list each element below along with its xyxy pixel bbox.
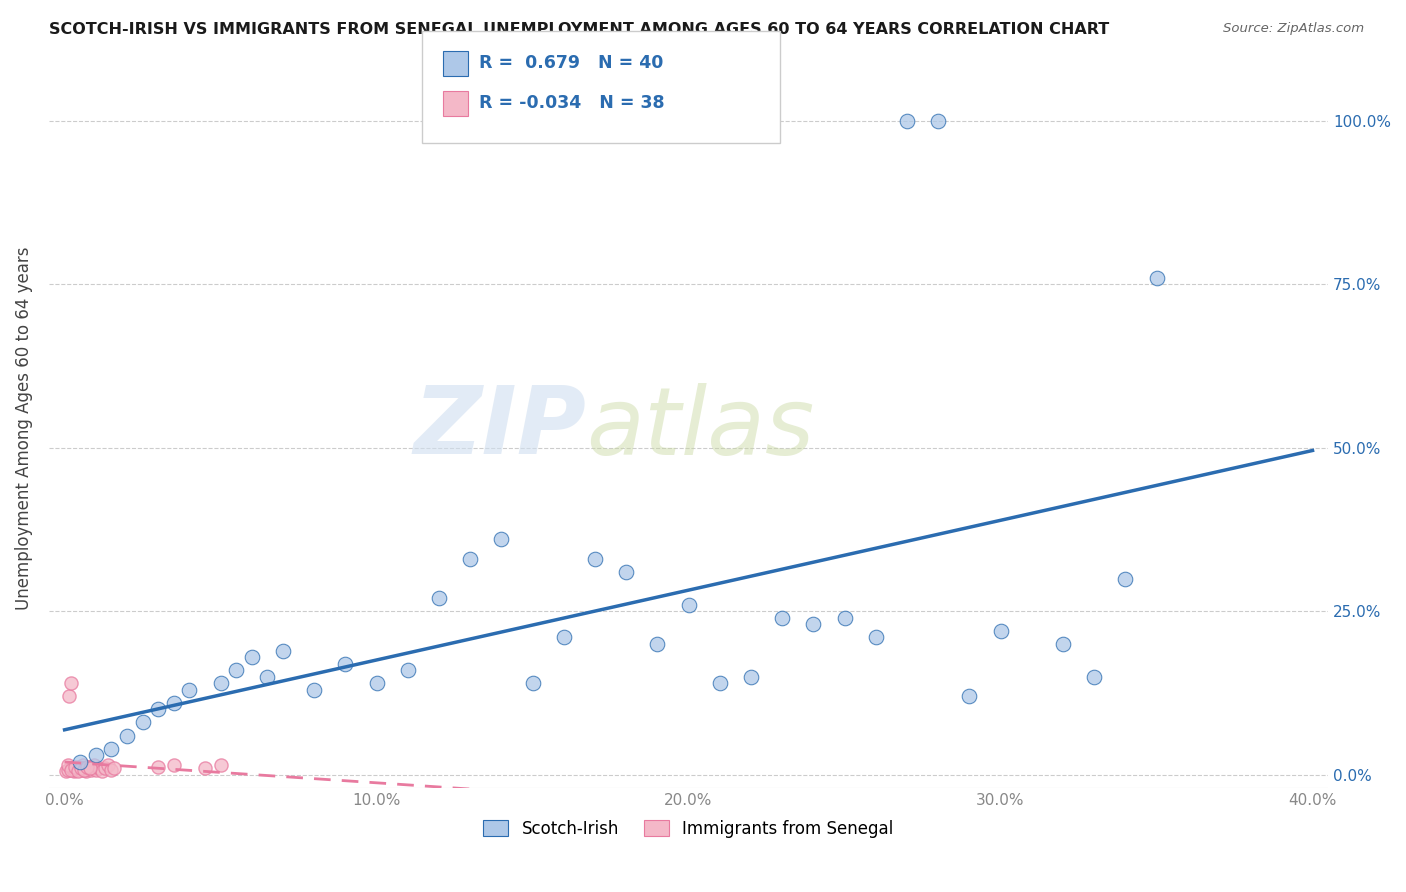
Point <box>70 761 93 775</box>
Point <box>56 763 79 777</box>
Point <box>100 741 122 756</box>
Text: R = -0.034   N = 38: R = -0.034 N = 38 <box>479 95 665 112</box>
Text: SCOTCH-IRISH VS IMMIGRANTS FROM SENEGAL UNEMPLOYMENT AMONG AGES 60 TO 64 YEARS C: SCOTCH-IRISH VS IMMIGRANTS FROM SENEGAL … <box>49 22 1109 37</box>
Point <box>458 552 481 566</box>
Point <box>103 761 125 775</box>
Point <box>834 611 856 625</box>
Y-axis label: Unemployment Among Ages 60 to 64 years: Unemployment Among Ages 60 to 64 years <box>15 246 32 610</box>
Point <box>69 755 91 769</box>
Point <box>163 696 186 710</box>
Point <box>115 729 138 743</box>
Point <box>865 631 887 645</box>
Point <box>66 764 89 779</box>
Point <box>82 761 104 775</box>
Point <box>66 761 89 775</box>
Point <box>240 650 263 665</box>
Point <box>75 764 97 779</box>
Point <box>77 761 100 775</box>
Text: R =  0.679   N = 40: R = 0.679 N = 40 <box>479 54 664 72</box>
Point <box>97 758 120 772</box>
Point <box>801 617 824 632</box>
Point <box>60 763 83 777</box>
Point <box>927 113 949 128</box>
Point <box>709 676 731 690</box>
Point <box>79 761 101 775</box>
Point <box>427 591 450 606</box>
Point <box>225 663 247 677</box>
Text: ZIP: ZIP <box>413 382 586 475</box>
Point <box>1083 670 1105 684</box>
Point <box>770 611 793 625</box>
Point <box>335 657 357 671</box>
Point <box>65 763 87 777</box>
Point <box>209 758 232 772</box>
Point <box>69 763 91 777</box>
Point <box>146 702 169 716</box>
Point <box>583 552 606 566</box>
Point <box>69 761 91 775</box>
Point <box>58 758 80 772</box>
Point <box>79 760 101 774</box>
Point <box>553 631 575 645</box>
Legend: Scotch-Irish, Immigrants from Senegal: Scotch-Irish, Immigrants from Senegal <box>477 813 900 844</box>
Point <box>678 598 700 612</box>
Point <box>59 676 82 690</box>
Point <box>73 763 96 777</box>
Point <box>302 682 325 697</box>
Point <box>256 670 278 684</box>
Point <box>209 676 232 690</box>
Point <box>396 663 419 677</box>
Point <box>957 690 980 704</box>
Text: Source: ZipAtlas.com: Source: ZipAtlas.com <box>1223 22 1364 36</box>
Point <box>146 760 169 774</box>
Point <box>366 676 388 690</box>
Point <box>84 763 107 777</box>
Point <box>63 760 86 774</box>
Point <box>614 565 637 579</box>
Point <box>647 637 669 651</box>
Point <box>55 764 77 779</box>
Point <box>100 763 122 777</box>
Point <box>67 760 90 774</box>
Point <box>91 764 114 779</box>
Point <box>194 761 217 775</box>
Point <box>740 670 762 684</box>
Point <box>522 676 544 690</box>
Point <box>83 758 105 772</box>
Text: atlas: atlas <box>586 383 814 474</box>
Point <box>60 761 83 775</box>
Point <box>163 758 186 772</box>
Point <box>94 761 117 775</box>
Point <box>271 643 294 657</box>
Point <box>72 758 94 772</box>
Point <box>58 690 80 704</box>
Point <box>1114 572 1136 586</box>
Point <box>63 764 86 779</box>
Point <box>73 763 96 777</box>
Point <box>896 113 918 128</box>
Point <box>179 682 201 697</box>
Point <box>1052 637 1074 651</box>
Point <box>1146 270 1168 285</box>
Point <box>87 761 110 775</box>
Point <box>491 533 513 547</box>
Point <box>131 715 153 730</box>
Point <box>990 624 1012 638</box>
Point <box>84 748 107 763</box>
Point <box>76 760 98 774</box>
Point <box>80 763 103 777</box>
